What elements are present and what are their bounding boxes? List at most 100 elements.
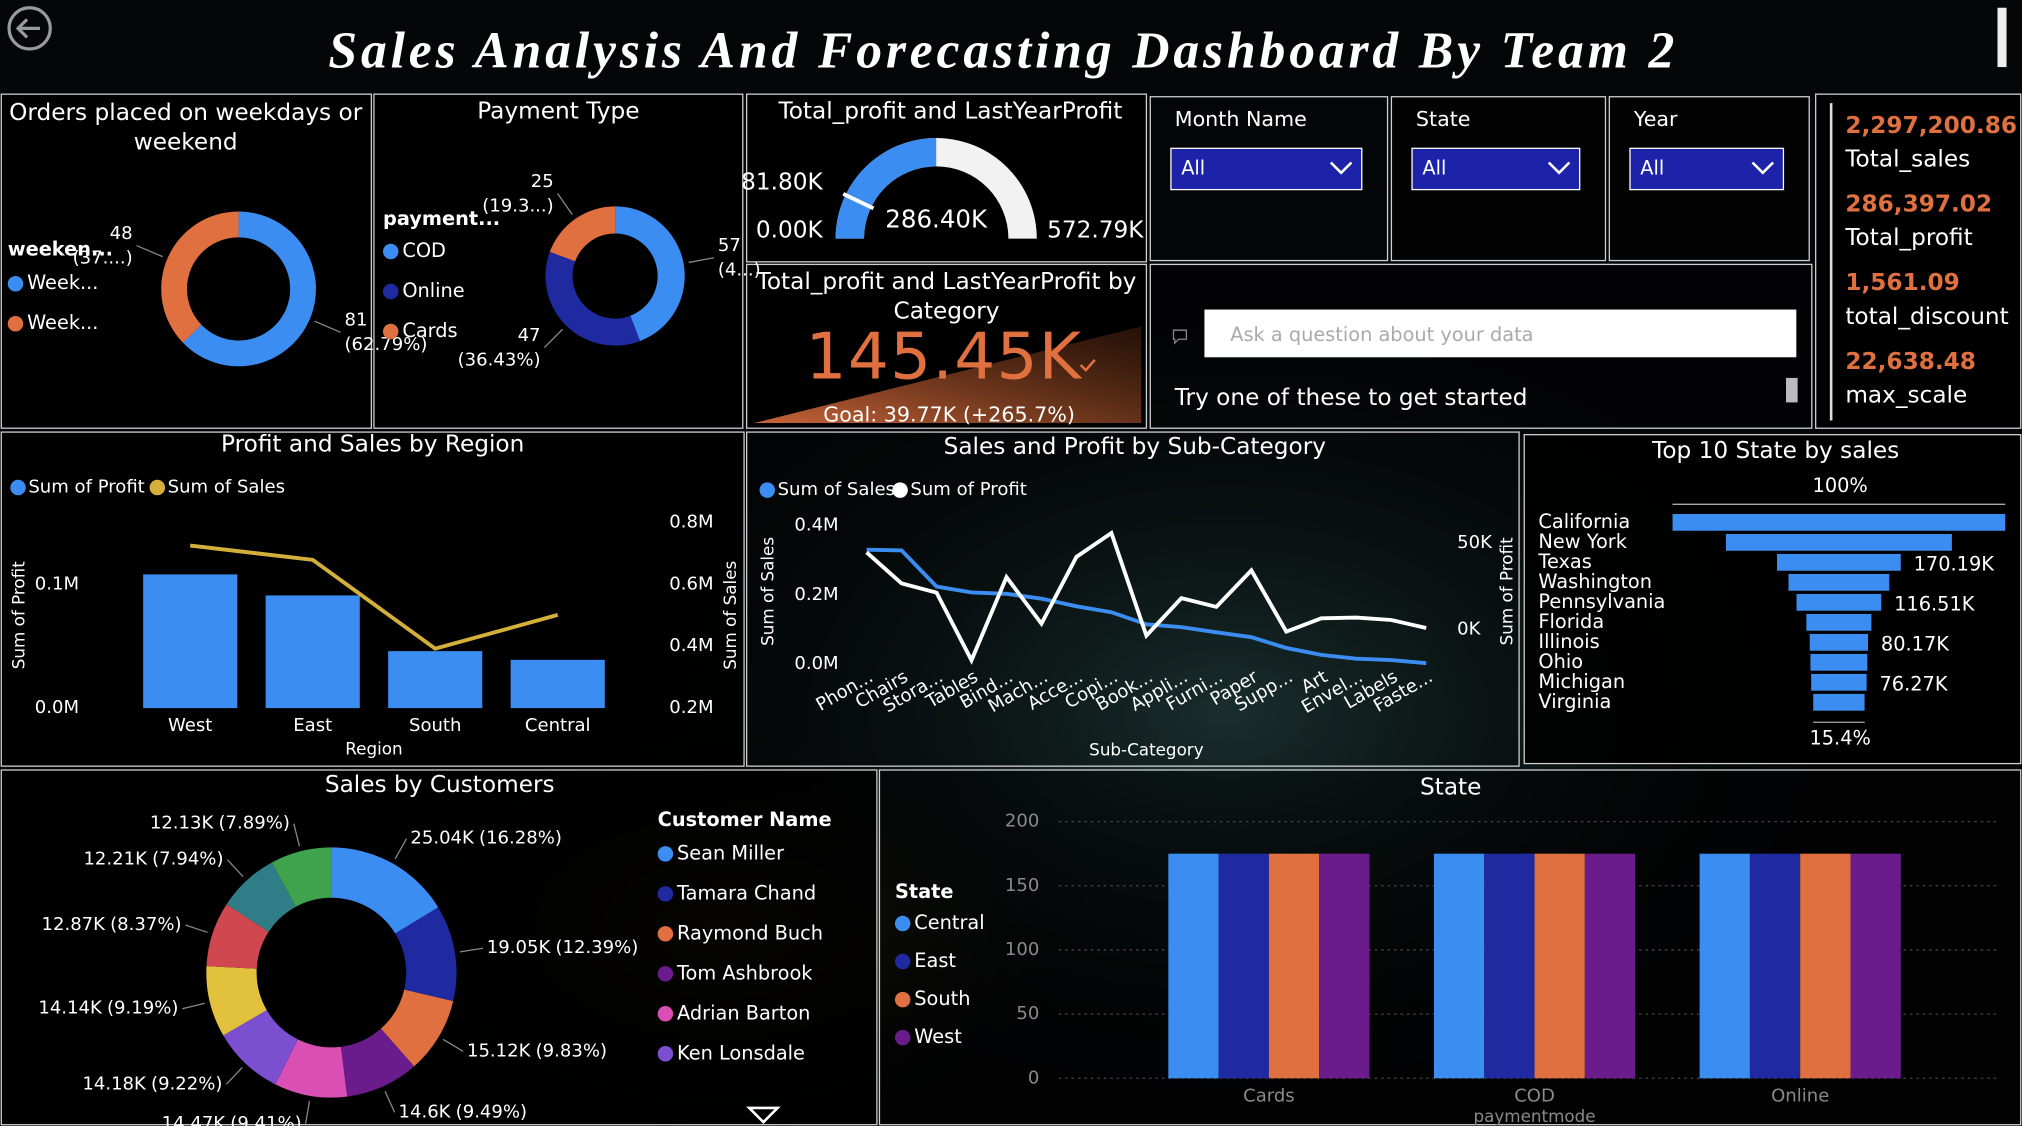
value-label: 48 — [110, 223, 133, 244]
y2-axis-label: Sum of Profit — [1496, 537, 1516, 645]
funnel-category: Florida — [1538, 610, 1604, 633]
legend-marker — [894, 991, 911, 1008]
x-tick-label: West — [168, 715, 212, 736]
legend-marker — [382, 243, 399, 260]
x-axis-label: Region — [345, 738, 402, 758]
funnel-bottom-label: 15.4% — [1809, 727, 1870, 750]
bar — [143, 574, 238, 709]
leader-line — [304, 1100, 311, 1124]
scrollbar[interactable] — [1997, 7, 2007, 68]
leader-line — [182, 1002, 205, 1010]
bar — [1749, 853, 1801, 1079]
legend-marker — [657, 926, 674, 942]
funnel-bar — [1725, 533, 1952, 551]
funnel-category: Pennsylvania — [1538, 590, 1665, 613]
x-axis-label: paymentmode — [1473, 1106, 1595, 1126]
legend-marker — [149, 479, 166, 496]
legend-label: West — [914, 1025, 962, 1048]
legend-marker — [7, 276, 24, 292]
legend-label: Sum of Profit — [28, 477, 144, 498]
card-value: 1,561.09 — [1845, 269, 1959, 296]
y-tick-label: 0.1M — [35, 573, 79, 594]
value-label: 14.14K — [38, 998, 103, 1019]
slicer-label: Month Name — [1175, 107, 1307, 131]
slicer-label: Year — [1633, 107, 1678, 131]
donut-slice — [271, 847, 332, 907]
percent-label: (4...) — [718, 260, 761, 281]
legend-label: Week... — [27, 311, 98, 334]
kpi-check — [1079, 359, 1096, 373]
funnel-category: Michigan — [1538, 670, 1625, 693]
leader-line — [459, 947, 484, 953]
legend-label: Tamara Chand — [676, 881, 816, 904]
funnel-category: Ohio — [1538, 650, 1583, 673]
percent-label: (9.49%) — [456, 1101, 527, 1122]
x-tick-label: Cards — [1243, 1085, 1295, 1106]
funnel-value-label: 170.19K — [1914, 552, 1996, 575]
card-label: max_scale — [1845, 381, 1967, 408]
legend-label: South — [914, 987, 970, 1010]
data-label: 48 (37....) — [73, 223, 133, 269]
x-tick-label: East — [293, 715, 332, 736]
panel — [745, 93, 1148, 263]
data-label: 47 (36.43%) — [458, 325, 541, 371]
slicer-dropdown[interactable] — [1411, 147, 1581, 191]
back-button[interactable] — [7, 6, 52, 51]
funnel-value-label: 116.51K — [1894, 592, 1976, 615]
funnel-category: Texas — [1537, 550, 1591, 573]
funnel-bar — [1811, 673, 1867, 691]
bar — [510, 659, 605, 709]
y-axis-label: Sum of Profit — [8, 561, 28, 669]
donut-slice — [380, 989, 454, 1067]
panel — [1523, 434, 2022, 765]
y-tick-label: 200 — [1005, 811, 1039, 832]
more-arrow[interactable] — [746, 1106, 781, 1124]
bar — [388, 651, 483, 709]
funnel-bar — [1788, 573, 1890, 591]
data-label: 14.14K (9.19%) — [38, 998, 178, 1019]
bar — [1268, 853, 1320, 1079]
legend-title: State — [895, 880, 954, 903]
slicer-value: All — [1640, 156, 1664, 179]
dropdown-chevron — [1751, 161, 1775, 175]
value-label: 47 — [518, 325, 541, 346]
x-tick-label: South — [409, 715, 461, 736]
funnel-bar — [1810, 653, 1868, 671]
qa-placeholder: Ask a question about your data — [1230, 323, 1533, 346]
chart-title-box: Total_profit and LastYearProfit by Categ… — [757, 268, 1137, 325]
data-label: 14.6K (9.49%) — [399, 1101, 528, 1122]
bar — [1800, 853, 1851, 1079]
percent-label: (62.79%) — [345, 334, 428, 355]
slicer-label: State — [1416, 107, 1471, 131]
legend-label: Adrian Barton — [677, 1001, 810, 1024]
donut-slice — [340, 1028, 415, 1097]
funnel-bar — [1813, 693, 1865, 711]
data-label: 15.12K (9.83%) — [467, 1040, 607, 1061]
chart-title: State — [1420, 774, 1481, 801]
funnel-category: Washington — [1538, 570, 1652, 593]
dropdown-chevron — [1329, 161, 1353, 175]
funnel-bar — [1806, 613, 1872, 631]
y2-tick-label: 0.6M — [669, 573, 713, 594]
bar — [1484, 853, 1535, 1079]
x-tick-label: COD — [1514, 1085, 1555, 1106]
slicer-dropdown[interactable] — [1170, 147, 1363, 191]
panel — [0, 431, 745, 767]
y-tick-label: 100 — [1005, 939, 1039, 960]
qa-input[interactable] — [1204, 309, 1797, 358]
percent-label: (7.94%) — [152, 849, 223, 870]
percent-label: (9.41%) — [230, 1113, 301, 1126]
gauge-max-label: 572.79K — [1047, 216, 1144, 243]
legend-title: weeken... — [8, 238, 113, 261]
legend-marker — [657, 1006, 674, 1022]
legend-label: Tom Ashbrook — [676, 961, 813, 984]
percent-label: (37....) — [73, 247, 133, 268]
data-label: 57 (4...) — [718, 235, 761, 281]
data-label: 25.04K (16.28%) — [410, 828, 562, 849]
leader-line — [136, 244, 163, 258]
value-label: 15.12K — [467, 1040, 532, 1061]
leader-line — [226, 859, 244, 878]
kpi-goal: Goal: 39.77K (+265.7%) — [823, 402, 1075, 426]
percent-label: (9.19%) — [107, 998, 178, 1019]
